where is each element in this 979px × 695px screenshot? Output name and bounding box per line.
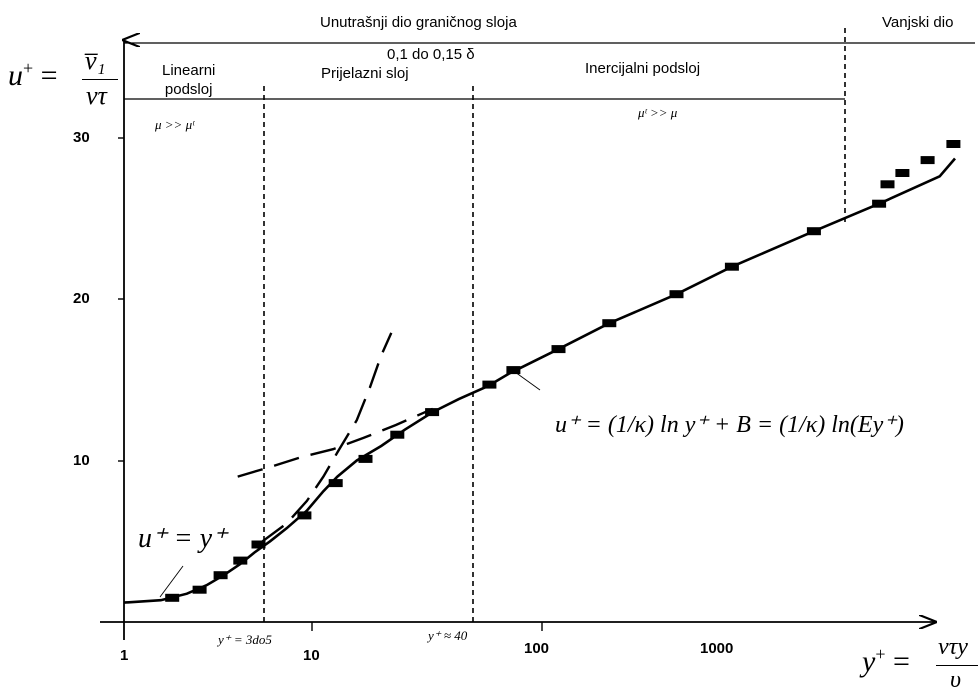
data-point-5 — [297, 511, 312, 520]
annotation-y-plus-40: y⁺ ≈ 40 — [428, 628, 468, 643]
data-point-13 — [602, 319, 617, 328]
data-point-7 — [358, 454, 373, 463]
data-point-21 — [946, 140, 961, 148]
x-axis-label-num: vτy — [938, 634, 968, 660]
asymptote-dashed-curve-1 — [261, 332, 393, 543]
y-axis-label-lhs: u — [8, 59, 23, 92]
x-axis-label-sup: + — [875, 644, 886, 664]
data-point-6 — [328, 479, 343, 488]
region-note-inertial: μᵗ >> μ — [638, 105, 678, 120]
annotation-y-plus-3to5: y⁺ = 3do5 — [218, 632, 272, 647]
label-inner-layer: Unutrašnji dio graničnog sloja — [320, 14, 517, 31]
leader-log-law — [514, 371, 541, 391]
data-point-9 — [425, 408, 440, 417]
data-point-15 — [724, 262, 739, 271]
y-axis-label-sup: + — [23, 58, 34, 78]
asymptote-dashed-curve-2 — [237, 407, 434, 478]
ytick-label-30: 30 — [73, 129, 90, 146]
y-axis-label-den: vτ — [86, 81, 107, 110]
region-label-transition: Prijelazni sloj — [321, 65, 409, 82]
leader-linear-law — [159, 565, 184, 598]
x-axis-label: y+ = vτy υ — [858, 630, 979, 695]
data-point-2 — [213, 571, 228, 580]
xtick-label-1: 1 — [120, 647, 129, 664]
data-point-12 — [551, 345, 566, 354]
y-axis-label: u+ = v̅₁ vτ — [6, 46, 118, 112]
data-point-18 — [880, 180, 895, 189]
data-point-0 — [165, 593, 180, 602]
data-point-8 — [390, 430, 405, 439]
y-axis-label-num: v̅₁ — [85, 46, 106, 75]
data-point-14 — [669, 290, 684, 299]
data-point-3 — [233, 556, 248, 565]
y-axis-label-fraction-bar — [82, 79, 118, 80]
data-point-20 — [920, 156, 935, 165]
data-point-19 — [895, 169, 910, 177]
velocity-profile-curve — [123, 157, 956, 604]
xtick-label-10: 10 — [303, 647, 320, 664]
data-point-16 — [806, 227, 821, 236]
x-axis-label-fraction-bar — [936, 665, 978, 666]
data-point-17 — [872, 199, 887, 208]
region-note-linear: μ >> μᵗ — [155, 117, 195, 132]
region-label-linear: Linearni podsloj — [162, 62, 216, 98]
xtick-label-1000: 1000 — [700, 640, 734, 657]
data-point-4 — [251, 540, 266, 549]
data-point-10 — [482, 380, 497, 389]
equation-log-law: u⁺ = (1/κ) ln y⁺ + B = (1/κ) ln(Ey⁺) — [555, 412, 904, 438]
label-boundary: 0,1 do 0,15 δ — [387, 46, 475, 63]
label-outer-layer: Vanjski dio — [882, 14, 954, 31]
points-layer — [165, 140, 961, 602]
ytick-label-10: 10 — [73, 452, 90, 469]
data-point-1 — [192, 585, 207, 594]
x-axis-label-den: υ — [950, 667, 962, 693]
curves-layer — [123, 157, 956, 604]
ytick-label-20: 20 — [73, 290, 90, 307]
equation-linear-law: u⁺ = y⁺ — [138, 523, 227, 554]
data-point-11 — [506, 366, 521, 375]
xtick-label-100: 100 — [524, 640, 550, 657]
x-axis-label-lhs: y — [862, 645, 876, 678]
region-label-inertial: Inercijalni podsloj — [585, 60, 701, 77]
